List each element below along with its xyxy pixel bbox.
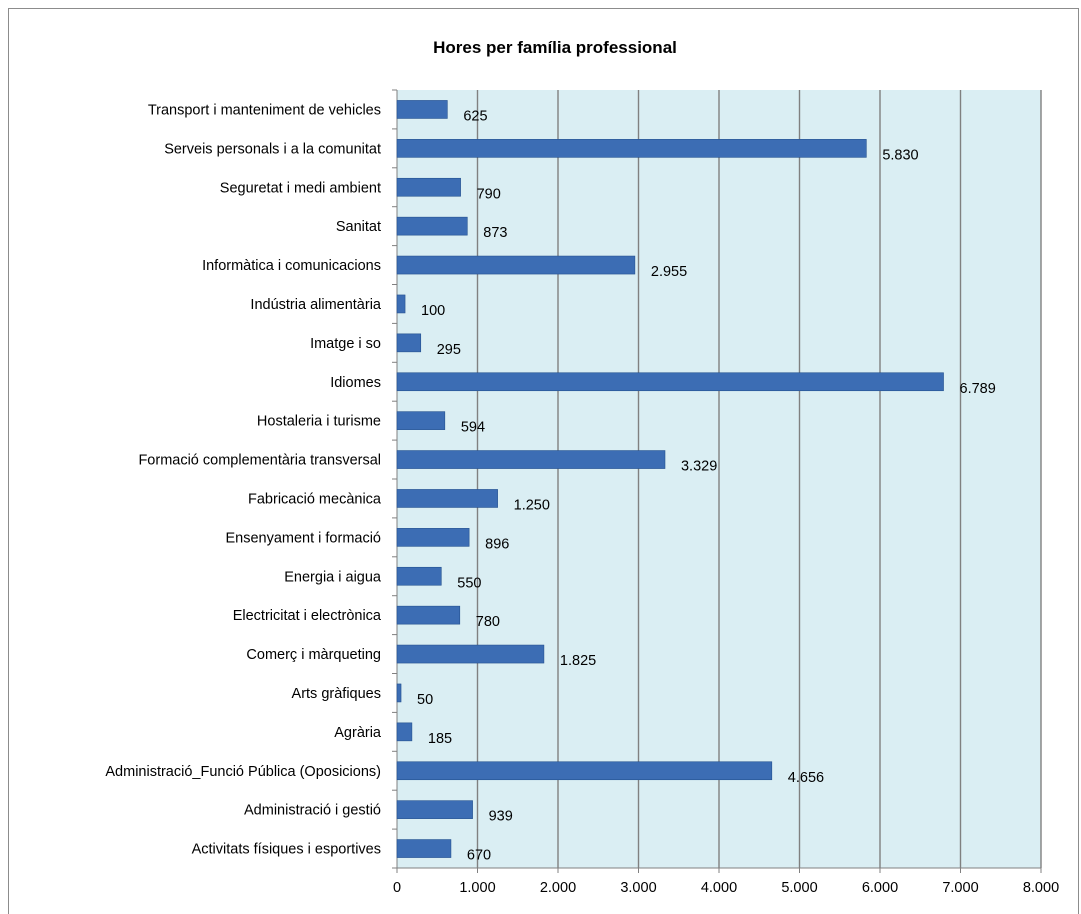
category-label: Serveis personals i a la comunitat <box>164 141 381 157</box>
x-tick-label: 6.000 <box>862 880 898 896</box>
bar <box>396 139 867 158</box>
x-tick-label: 1.000 <box>459 880 495 896</box>
bar <box>396 528 470 547</box>
gridlines <box>476 90 1042 868</box>
data-label: 5.830 <box>882 147 918 163</box>
category-label: Fabricació mecànica <box>248 491 382 507</box>
category-label: Ensenyament i formació <box>225 530 381 546</box>
category-label: Energia i aigua <box>284 569 382 585</box>
data-label: 6.789 <box>960 381 996 397</box>
category-label: Administració_Funció Pública (Oposicions… <box>105 764 381 780</box>
bar <box>396 800 473 819</box>
bar <box>396 839 452 858</box>
data-label: 790 <box>477 186 501 202</box>
category-label: Arts gràfiques <box>292 686 381 702</box>
category-label: Formació complementària transversal <box>138 453 381 469</box>
category-label: Seguretat i medi ambient <box>220 180 381 196</box>
x-tick-label: 2.000 <box>540 880 576 896</box>
bar <box>396 489 498 508</box>
category-label: Comerç i màrqueting <box>246 647 381 663</box>
data-label: 670 <box>467 848 491 864</box>
data-label: 873 <box>483 225 507 241</box>
bar <box>396 100 448 119</box>
x-tick-label: 7.000 <box>942 880 978 896</box>
category-label: Sanitat <box>336 219 381 235</box>
category-label: Informàtica i comunicacions <box>202 258 381 274</box>
bar <box>396 644 545 664</box>
category-label: Electricitat i electrònica <box>233 608 382 624</box>
bar <box>396 294 406 314</box>
data-label: 896 <box>485 536 509 552</box>
bar <box>396 722 413 742</box>
x-tick-label: 8.000 <box>1023 880 1059 896</box>
data-label: 3.329 <box>681 459 717 475</box>
x-tick-label: 3.000 <box>620 880 656 896</box>
data-label: 625 <box>463 108 487 124</box>
bar <box>396 683 402 703</box>
bar <box>396 177 461 197</box>
chart-title: Hores per família professional <box>433 38 677 57</box>
data-label: 1.250 <box>514 497 550 513</box>
data-label: 1.825 <box>560 653 596 669</box>
category-label: Agrària <box>334 725 382 741</box>
data-label: 550 <box>457 575 481 591</box>
data-label: 594 <box>461 420 485 436</box>
category-label: Administració i gestió <box>244 803 381 819</box>
category-label: Indústria alimentària <box>250 297 381 313</box>
data-label: 780 <box>476 614 500 630</box>
category-label: Imatge i so <box>310 336 381 352</box>
bar <box>396 333 422 353</box>
bar <box>396 372 944 392</box>
category-label: Transport i manteniment de vehicles <box>148 102 381 118</box>
data-label: 295 <box>437 342 461 358</box>
bar <box>396 605 461 625</box>
x-tick-label: 5.000 <box>781 880 817 896</box>
data-labels: 625 5.830 790 873 2.955 100 295 6.789 594 3.329 1.… <box>417 108 996 863</box>
data-label: 4.656 <box>788 770 824 786</box>
x-tick-labels: 0 1.000 2.000 3.000 4.000 5.000 6.000 7.000 8.00… <box>393 880 1059 896</box>
category-label: Hostaleria i turisme <box>257 414 381 430</box>
bar <box>396 411 446 430</box>
category-labels: Transport i manteniment de vehicles Serve… <box>105 102 382 857</box>
category-label: Activitats físiques i esportives <box>192 842 381 858</box>
data-label: 2.955 <box>651 264 687 280</box>
bar <box>396 216 468 236</box>
bar <box>396 255 636 275</box>
data-label: 939 <box>489 809 513 825</box>
bar <box>396 450 666 469</box>
data-label: 185 <box>428 731 452 747</box>
category-label: Idiomes <box>330 375 381 391</box>
data-label: 100 <box>421 303 445 319</box>
data-label: 50 <box>417 692 433 708</box>
x-tick-label: 4.000 <box>701 880 737 896</box>
bar <box>396 761 773 781</box>
bars <box>396 100 944 858</box>
x-tick-label: 0 <box>393 880 401 896</box>
bar <box>396 566 442 586</box>
